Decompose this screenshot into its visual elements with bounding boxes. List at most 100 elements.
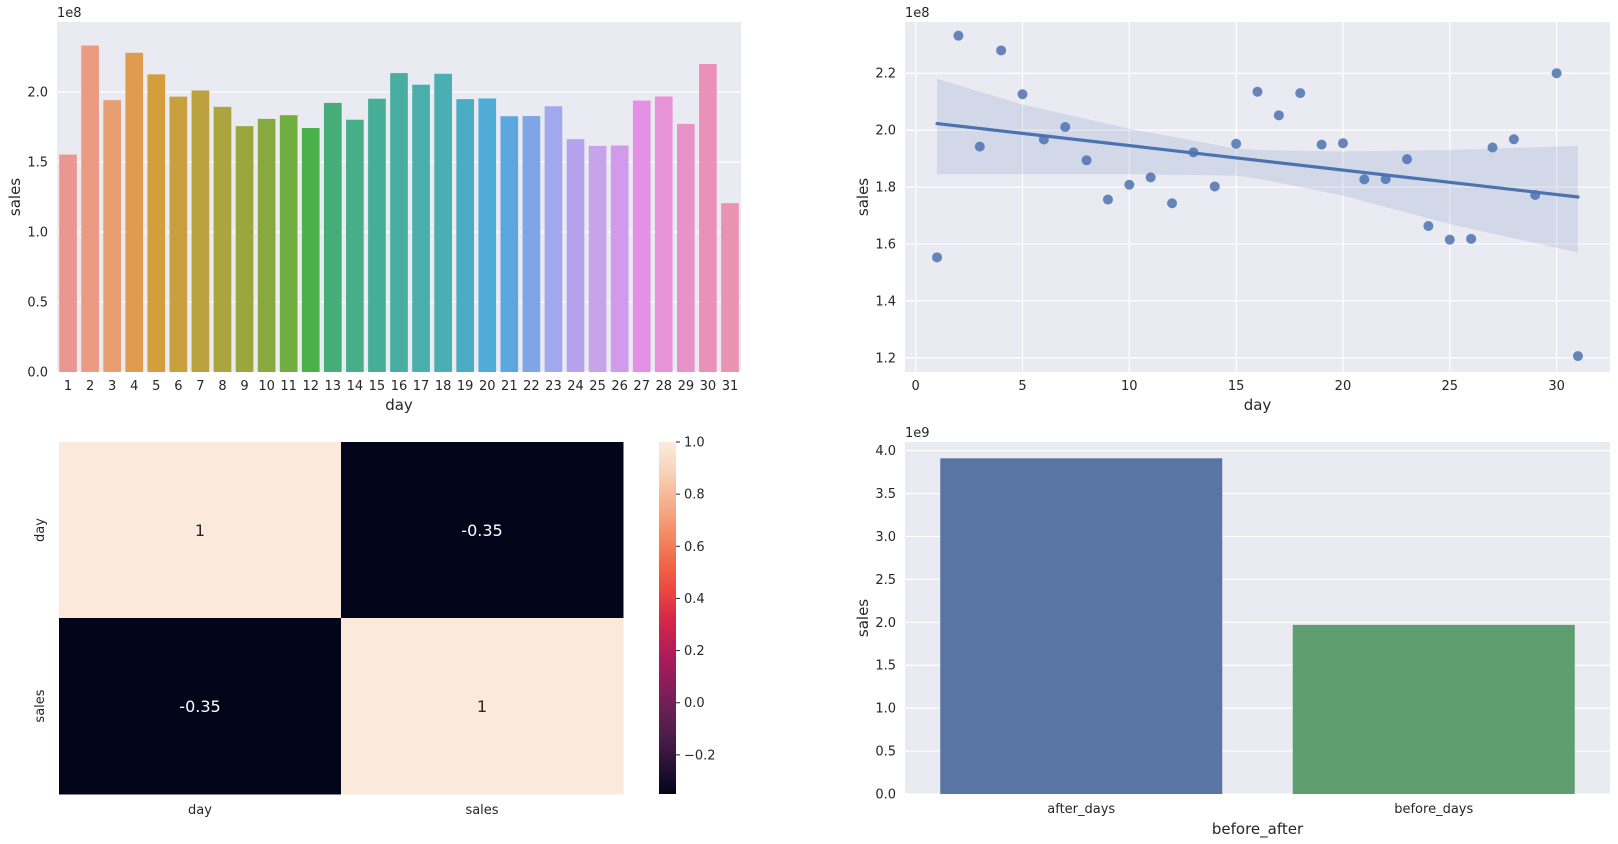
- bar: [566, 139, 585, 372]
- y-tick-label: 0.0: [875, 788, 896, 803]
- x-tick-label: 23: [545, 379, 562, 394]
- x-axis-label: day: [385, 396, 413, 414]
- scatter-point: [1508, 134, 1519, 145]
- scatter-point: [1316, 139, 1327, 150]
- sales-regression-chart: 0 5 10 15 20 25 30 1.2 1.4 1.6 1.8 2.0 2.2 day sales 1e…: [854, 6, 1610, 414]
- colorbar: [659, 442, 676, 794]
- y-tick-label: 1.6: [875, 237, 896, 252]
- y-tick-label: 2.5: [875, 573, 896, 588]
- cell-annotation: 1: [477, 697, 487, 716]
- x-tick-label: 12: [302, 379, 319, 394]
- bar: [301, 127, 320, 372]
- scatter-point: [1167, 198, 1178, 209]
- scatter-point: [1337, 138, 1348, 149]
- x-tick-label: 3: [108, 379, 116, 394]
- y-tick-label: 1.5: [875, 659, 896, 674]
- y-tick-label: 1.8: [875, 181, 896, 196]
- bar: [632, 100, 651, 372]
- x-tick-label: 27: [633, 379, 650, 394]
- colorbar-tick-label: 1.0: [684, 436, 705, 451]
- scatter-point: [1017, 89, 1028, 100]
- scatter-point: [932, 252, 943, 263]
- scatter-point: [974, 141, 985, 152]
- heatmap-cell: [59, 442, 342, 619]
- bar: [610, 145, 629, 372]
- y-tick-label: 0.0: [27, 366, 48, 381]
- y-tick-label: 2.2: [875, 67, 896, 82]
- x-tick-label: 6: [174, 379, 182, 394]
- x-axis-label: day: [1244, 396, 1272, 414]
- y-tick-label: 1.5: [27, 156, 48, 171]
- bar: [279, 115, 298, 373]
- bar: [213, 106, 232, 372]
- x-tick-label: before_days: [1394, 802, 1473, 817]
- x-tick-label: 22: [523, 379, 540, 394]
- bar: [323, 102, 342, 373]
- scatter-point: [1551, 68, 1562, 79]
- y-tick-label: 3.0: [875, 530, 896, 545]
- scatter-point: [1444, 234, 1455, 245]
- regression-line: [935, 121, 1580, 199]
- x-tick-label: 7: [196, 379, 204, 394]
- bar: [390, 73, 408, 372]
- bar: [500, 116, 519, 372]
- y-tick-label: sales: [33, 689, 48, 722]
- heatmap-cell: [341, 442, 624, 619]
- y-tick-label: 2.0: [875, 124, 896, 139]
- x-tick-label: 8: [218, 379, 226, 394]
- x-tick-label: 28: [656, 379, 673, 394]
- bar: [544, 106, 563, 372]
- x-tick-label: 26: [611, 379, 628, 394]
- y-tick-label: 2.0: [875, 616, 896, 631]
- x-tick-label: 19: [457, 379, 474, 394]
- y-tick-label: 1.0: [27, 226, 48, 241]
- scatter-point: [1145, 172, 1156, 183]
- y-axis-label: sales: [854, 599, 872, 637]
- confidence-band: [937, 78, 1578, 253]
- bar: [59, 154, 77, 372]
- scatter-point: [1124, 179, 1135, 190]
- bar: [412, 84, 430, 372]
- cell-annotation: -0.35: [461, 521, 502, 540]
- axis-offset-label: 1e8: [57, 6, 82, 21]
- bar: [588, 145, 607, 372]
- x-tick-label: 0: [912, 379, 920, 394]
- x-tick-label: 2: [86, 379, 94, 394]
- y-tick-label: 3.5: [875, 487, 896, 502]
- x-tick-label: 5: [1018, 379, 1026, 394]
- scatter-point: [1102, 194, 1113, 205]
- scatter-point: [1423, 221, 1434, 232]
- colorbar-tick-label: −0.2: [684, 748, 716, 763]
- scatter-point: [996, 45, 1007, 56]
- bar: [699, 64, 717, 372]
- scatter-point: [1572, 351, 1583, 362]
- colorbar-tick-label: 0.6: [684, 540, 705, 555]
- scatter-point: [1295, 88, 1306, 99]
- x-tick-label: 9: [240, 379, 248, 394]
- y-axis-label: sales: [6, 178, 24, 216]
- x-tick-label: 31: [722, 379, 739, 394]
- x-axis-label: before_after: [1212, 820, 1304, 839]
- bar: [522, 116, 541, 372]
- bar: [103, 100, 121, 373]
- colorbar-tick-label: 0.2: [684, 644, 705, 659]
- y-axis-label: sales: [854, 178, 872, 216]
- scatter-point: [1487, 142, 1498, 153]
- bar: [346, 119, 364, 372]
- x-tick-label: 4: [130, 379, 138, 394]
- bar: [654, 96, 673, 372]
- bar: [1292, 624, 1575, 794]
- cell-annotation: 1: [195, 521, 205, 540]
- bar: [125, 52, 144, 373]
- x-tick-label: after_days: [1047, 802, 1115, 817]
- x-tick-label: 20: [1335, 379, 1352, 394]
- y-tick-label: 1.0: [875, 702, 896, 717]
- axis-offset-label: 1e8: [905, 6, 930, 21]
- scatter-point: [1081, 155, 1092, 166]
- bar: [169, 96, 188, 373]
- bar: [235, 126, 254, 372]
- y-tick-label: 1.2: [875, 351, 896, 366]
- axis-offset-label: 1e9: [905, 426, 930, 441]
- x-tick-label: 24: [567, 379, 584, 394]
